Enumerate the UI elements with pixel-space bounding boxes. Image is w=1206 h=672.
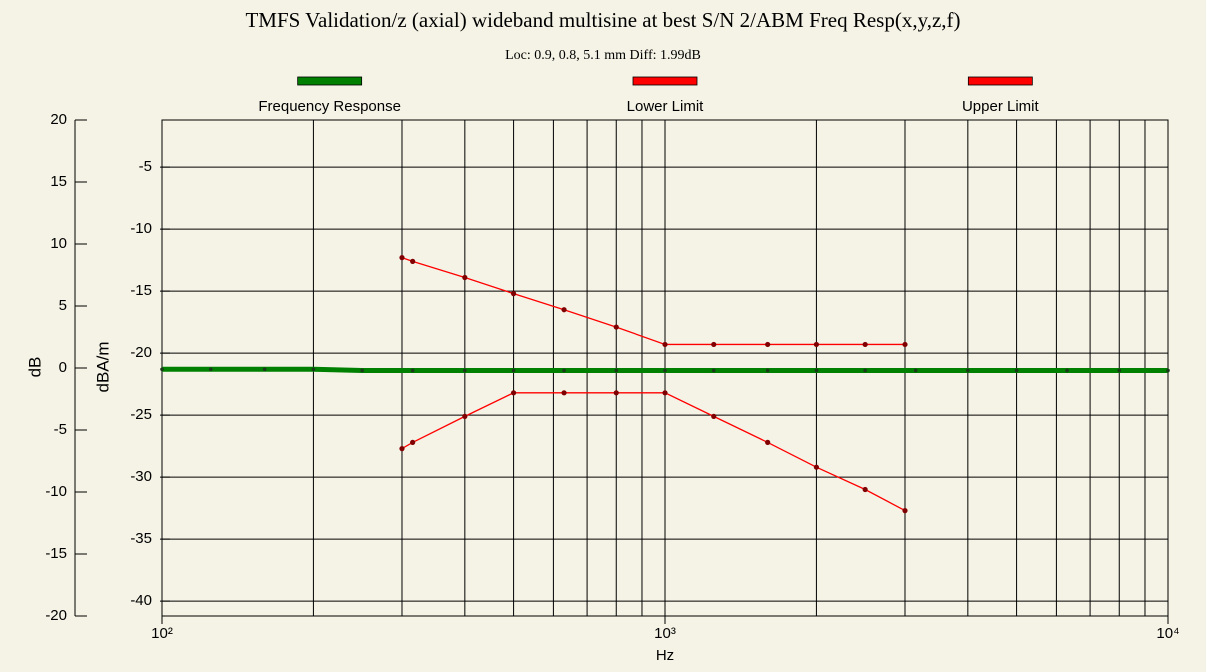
- series-marker: [360, 368, 364, 373]
- series-line: [401, 257, 905, 346]
- series-marker: [862, 341, 868, 348]
- series-marker: [662, 341, 668, 348]
- series-marker: [208, 367, 213, 372]
- series-marker: [765, 439, 771, 445]
- series-marker: [662, 390, 668, 396]
- x-tick-label: 10²: [151, 625, 173, 642]
- x-tick-label: 10⁴: [1156, 625, 1179, 642]
- y2-tick-label: -10: [130, 220, 152, 237]
- y-tick-label: -20: [45, 607, 67, 624]
- y-tick-label: 10: [50, 235, 67, 252]
- y2-tick-label: -5: [139, 158, 152, 175]
- chart-title: TMFS Validation/z (axial) wideband multi…: [245, 8, 960, 32]
- series-marker: [765, 368, 770, 373]
- series-marker: [813, 464, 820, 470]
- series-marker: [663, 368, 667, 373]
- series-marker: [862, 486, 868, 493]
- series-marker: [902, 341, 908, 348]
- series-marker: [510, 291, 517, 297]
- series-marker: [160, 367, 164, 372]
- series-marker: [463, 368, 467, 373]
- series-marker: [410, 258, 416, 264]
- y-tick-label: -10: [45, 483, 67, 500]
- series-marker: [561, 390, 567, 396]
- series-marker: [311, 367, 316, 372]
- series-marker: [614, 368, 619, 373]
- y2-tick-label: -25: [130, 406, 152, 423]
- series-marker: [262, 367, 267, 372]
- y2-tick-label: -30: [130, 468, 152, 485]
- series-marker: [399, 446, 405, 452]
- series-marker: [462, 413, 468, 419]
- legend-swatch: [967, 76, 1033, 86]
- y2-axis-label: dBA/m: [93, 341, 112, 392]
- series-marker: [410, 368, 415, 373]
- series-marker: [814, 368, 819, 373]
- y2-tick-label: -20: [130, 344, 152, 361]
- series-marker: [613, 390, 619, 396]
- y2-tick-label: -15: [130, 282, 152, 299]
- y-tick-label: 0: [59, 359, 67, 376]
- y-tick-label: 5: [59, 297, 67, 314]
- series-marker: [510, 390, 517, 396]
- x-tick-label: 10³: [654, 625, 676, 642]
- series-marker: [1014, 368, 1019, 373]
- y-axis-label: dB: [25, 357, 44, 378]
- y-tick-label: 20: [50, 111, 67, 128]
- series-marker: [1166, 368, 1170, 373]
- series-marker: [613, 324, 619, 330]
- series-marker: [1117, 368, 1122, 373]
- series-marker: [462, 274, 468, 281]
- legend-label: Frequency Response: [258, 98, 401, 115]
- series-marker: [561, 307, 567, 313]
- series-marker: [813, 341, 820, 348]
- y-tick-label: -5: [54, 421, 67, 438]
- series-marker: [863, 368, 867, 373]
- series-marker: [1065, 368, 1069, 373]
- chart-subtitle: Loc: 0.9, 0.8, 5.1 mm Diff: 1.99dB: [505, 48, 701, 63]
- legend-label: Lower Limit: [627, 98, 705, 115]
- y2-tick-label: -40: [130, 592, 152, 609]
- series-marker: [562, 368, 566, 373]
- legend-label: Upper Limit: [962, 98, 1040, 115]
- legend-swatch: [632, 76, 698, 86]
- series-marker: [913, 368, 918, 373]
- y-tick-label: -15: [45, 545, 67, 562]
- series-marker: [902, 508, 908, 514]
- y-tick-label: 15: [50, 173, 67, 190]
- series-marker: [711, 413, 717, 419]
- series-marker: [410, 439, 416, 445]
- series-marker: [966, 368, 970, 373]
- series-marker: [511, 368, 516, 373]
- series-marker: [711, 341, 717, 348]
- series-line: [401, 392, 906, 512]
- series-marker: [765, 341, 771, 348]
- y2-tick-label: -35: [130, 530, 152, 547]
- legend-swatch: [297, 76, 363, 86]
- series-marker: [711, 368, 716, 373]
- x-axis-label: Hz: [656, 647, 674, 664]
- series-marker: [399, 255, 405, 261]
